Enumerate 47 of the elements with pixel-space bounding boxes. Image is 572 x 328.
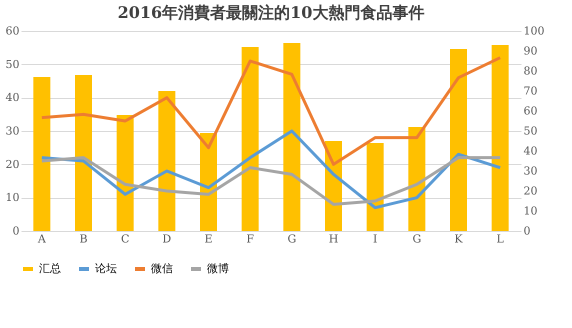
y2-tick-label: 90 — [524, 44, 538, 58]
x-tick-label: C — [120, 232, 130, 246]
line-series — [40, 130, 502, 210]
x-tick-label: G — [287, 232, 296, 246]
y-tick-label: 50 — [6, 58, 20, 71]
bar — [75, 75, 92, 231]
legend-label: 微信 — [151, 262, 173, 275]
y-tick-label: 20 — [6, 158, 20, 171]
y2-tick-label: 40 — [524, 144, 538, 158]
bar — [283, 43, 300, 231]
legend-label: 微博 — [207, 262, 229, 275]
y2-tick-label: 80 — [524, 64, 538, 78]
bar — [116, 115, 134, 231]
bar — [33, 77, 50, 231]
bar — [242, 47, 259, 231]
x-tick-label: L — [496, 232, 505, 246]
x-tick-label: I — [372, 232, 378, 246]
y-tick-label: 10 — [6, 191, 20, 204]
x-tick-label: G — [412, 232, 422, 246]
y2-tick-label: 20 — [524, 184, 538, 198]
y2-tick-label: 30 — [524, 164, 538, 178]
bar — [158, 91, 176, 231]
x-tick-label: F — [246, 232, 254, 246]
y2-tick-label: 0 — [524, 224, 530, 238]
bar — [450, 49, 467, 231]
y-tick-label: 60 — [6, 24, 20, 38]
x-tick-label: A — [36, 232, 47, 246]
y2-tick-label: 60 — [524, 104, 538, 118]
y2-tick-label: 100 — [524, 24, 544, 38]
x-tick-label: K — [454, 232, 464, 246]
x-tick-label: D — [162, 232, 172, 246]
y-tick-label: 0 — [12, 224, 20, 238]
y2-tick-label: 10 — [524, 204, 538, 218]
line-series — [40, 56, 502, 166]
bar — [366, 143, 384, 231]
bar — [492, 45, 509, 231]
legend-label: 论坛 — [95, 262, 117, 275]
y2-tick-label: 70 — [524, 84, 538, 98]
y-tick-label: 40 — [6, 91, 20, 104]
line-series — [40, 156, 502, 206]
legend-label: 汇总 — [39, 262, 61, 275]
x-tick-label: B — [79, 232, 88, 246]
chart-title: 2016年消費者最關注的10大熱門食品事件 — [118, 3, 424, 22]
y2-tick-label: 50 — [524, 124, 538, 138]
y-tick-label: 30 — [6, 124, 20, 138]
x-tick-label: H — [328, 232, 338, 246]
x-tick-label: E — [204, 232, 213, 246]
